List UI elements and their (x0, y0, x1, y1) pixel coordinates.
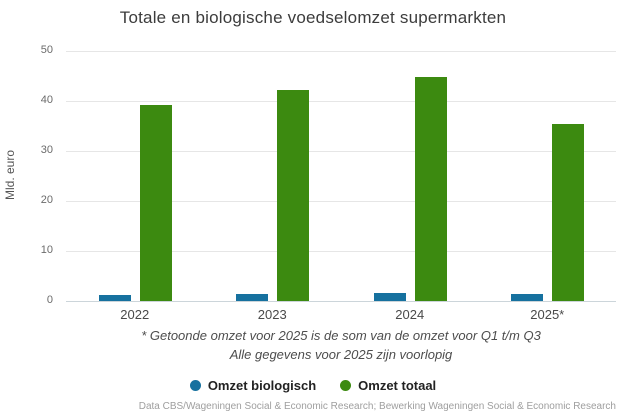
gridline-30 (66, 151, 616, 152)
footnote-line-1: * Getoonde omzet voor 2025 is de som van… (141, 328, 541, 343)
x-tick-label: 2022 (120, 307, 150, 322)
x-tick-label: 2025* (530, 307, 565, 322)
y-tick-label: 40 (40, 94, 53, 106)
chart-title: Totale en biologische voedselomzet super… (119, 8, 507, 27)
bar-omzet-biologisch-2022 (98, 294, 131, 301)
y-tick-label: 50 (40, 44, 53, 56)
gridline-40 (66, 101, 616, 102)
y-tick-label: 30 (40, 144, 53, 156)
legend-swatch-omzet-totaal (340, 379, 352, 391)
y-tick-label: 0 (46, 294, 53, 306)
bar-omzet-biologisch-2024 (373, 292, 406, 301)
x-tick-label: 2023 (257, 307, 287, 322)
gridline-0 (66, 301, 616, 302)
legend-item-omzet-biologisch: Omzet biologisch (189, 377, 317, 393)
gridline-20 (66, 201, 616, 202)
gridline-50 (66, 51, 616, 52)
bar-omzet-biologisch-2023 (236, 293, 269, 301)
legend-label-omzet-totaal: Omzet totaal (358, 377, 437, 393)
legend-swatch-omzet-biologisch (189, 379, 201, 391)
legend-label-omzet-biologisch: Omzet biologisch (207, 377, 317, 393)
y-tick-label: 10 (40, 244, 53, 256)
bar-omzet-totaal-2025 (552, 124, 585, 301)
legend: Omzet biologisch Omzet totaal (0, 376, 626, 394)
source-credit: Data CBS/Wageningen Social & Economic Re… (138, 401, 616, 412)
bar-omzet-totaal-2022 (139, 104, 172, 301)
gridline-10 (66, 251, 616, 252)
x-tick-label: 2024 (395, 307, 425, 322)
footnote-line-2: Alle gegevens voor 2025 zijn voorlopig (229, 347, 453, 362)
bar-omzet-biologisch-2025 (511, 293, 544, 301)
bar-omzet-totaal-2024 (414, 76, 447, 301)
y-tick-label: 20 (40, 194, 53, 206)
legend-item-omzet-totaal: Omzet totaal (340, 378, 436, 393)
bar-omzet-totaal-2023 (277, 90, 310, 301)
